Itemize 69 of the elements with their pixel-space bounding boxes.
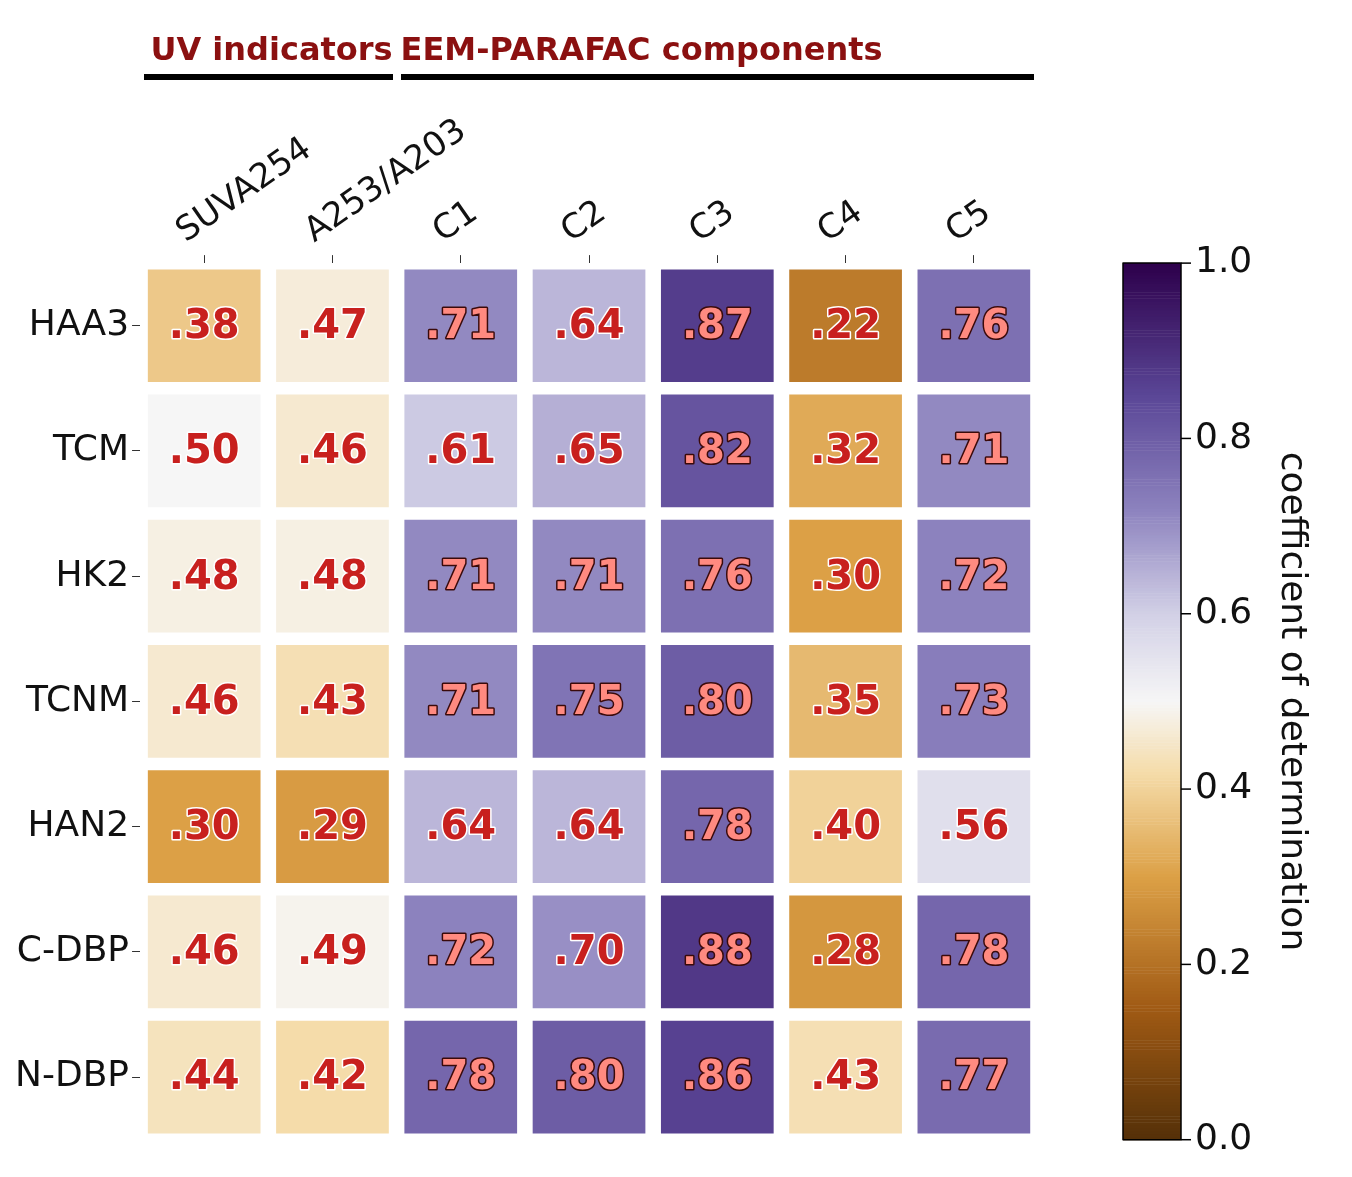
data-label: .64 [553, 301, 625, 348]
data-label: .30 [810, 551, 882, 598]
data-label: .49 [297, 927, 368, 974]
color-bar-label: 0.4 [1195, 765, 1253, 807]
color-bar-label: 0.2 [1195, 940, 1253, 982]
color-bar-label: 0.8 [1195, 414, 1253, 456]
y-tick-label: HK2 [55, 552, 130, 594]
text: UV indicators [150, 30, 393, 68]
data-label: .46 [297, 426, 368, 473]
data-label: .32 [810, 426, 882, 473]
y-tick-label: N-DBP [15, 1053, 130, 1095]
y-tick-label: TCNM [25, 677, 130, 719]
data-label: .65 [553, 426, 625, 473]
x-tick-label: C4 [808, 190, 869, 250]
data-label: .28 [810, 927, 882, 974]
data-label: .61 [425, 426, 497, 473]
data-label: .78 [425, 1052, 497, 1099]
data-label: .48 [168, 551, 240, 598]
data-label: .64 [553, 802, 625, 849]
data-label: .72 [425, 927, 497, 974]
color-bar-title: coefficient of determination [1273, 451, 1315, 952]
data-label: .88 [681, 927, 753, 974]
data-label: .38 [168, 301, 240, 348]
data-label: .46 [168, 676, 240, 723]
data-label: .71 [425, 551, 497, 598]
data-label: .86 [681, 1052, 753, 1099]
color-bar-label: 0.0 [1195, 1116, 1253, 1158]
text: EEM-PARAFAC components [400, 30, 883, 68]
data-label: .22 [810, 301, 882, 348]
data-label: .50 [168, 426, 240, 473]
color-bar-label: 0.6 [1195, 590, 1253, 632]
y-tick-label: HAA3 [28, 302, 130, 344]
data-label: .71 [938, 426, 1010, 473]
data-label: .80 [553, 1052, 625, 1099]
data-label: .47 [297, 301, 368, 348]
data-label: .71 [425, 301, 497, 348]
data-label: .30 [168, 802, 240, 849]
y-tick-label: TCM [51, 427, 130, 469]
data-label: .82 [681, 426, 753, 473]
color-bar-label: 1.0 [1195, 239, 1253, 281]
data-label: .72 [938, 551, 1010, 598]
data-label: .64 [425, 802, 497, 849]
x-tick-label: C2 [552, 190, 613, 250]
data-label: .76 [938, 301, 1010, 348]
data-label: .77 [938, 1052, 1010, 1099]
data-label: .78 [938, 927, 1010, 974]
data-label: .43 [297, 676, 368, 723]
x-tick-label: C5 [937, 190, 998, 250]
data-label: .29 [297, 802, 368, 849]
data-label: .40 [810, 802, 882, 849]
data-label: .76 [681, 551, 753, 598]
data-label: .46 [168, 927, 240, 974]
data-label: .75 [553, 676, 625, 723]
data-label: .71 [553, 551, 625, 598]
data-label: .73 [938, 676, 1010, 723]
data-label: .87 [681, 301, 753, 348]
y-tick-label: C-DBP [16, 928, 130, 970]
data-label: .70 [553, 927, 625, 974]
data-label: .71 [425, 676, 497, 723]
data-label: .80 [681, 676, 753, 723]
y-tick-label: HAN2 [27, 803, 130, 844]
data-label: .48 [297, 551, 368, 598]
data-label: .56 [938, 802, 1010, 849]
data-label: .35 [810, 676, 882, 723]
data-label: .43 [810, 1052, 882, 1099]
data-label: .42 [297, 1052, 368, 1099]
x-tick-label: C3 [680, 190, 741, 250]
data-label: .44 [168, 1052, 240, 1099]
data-label: .78 [681, 802, 753, 849]
